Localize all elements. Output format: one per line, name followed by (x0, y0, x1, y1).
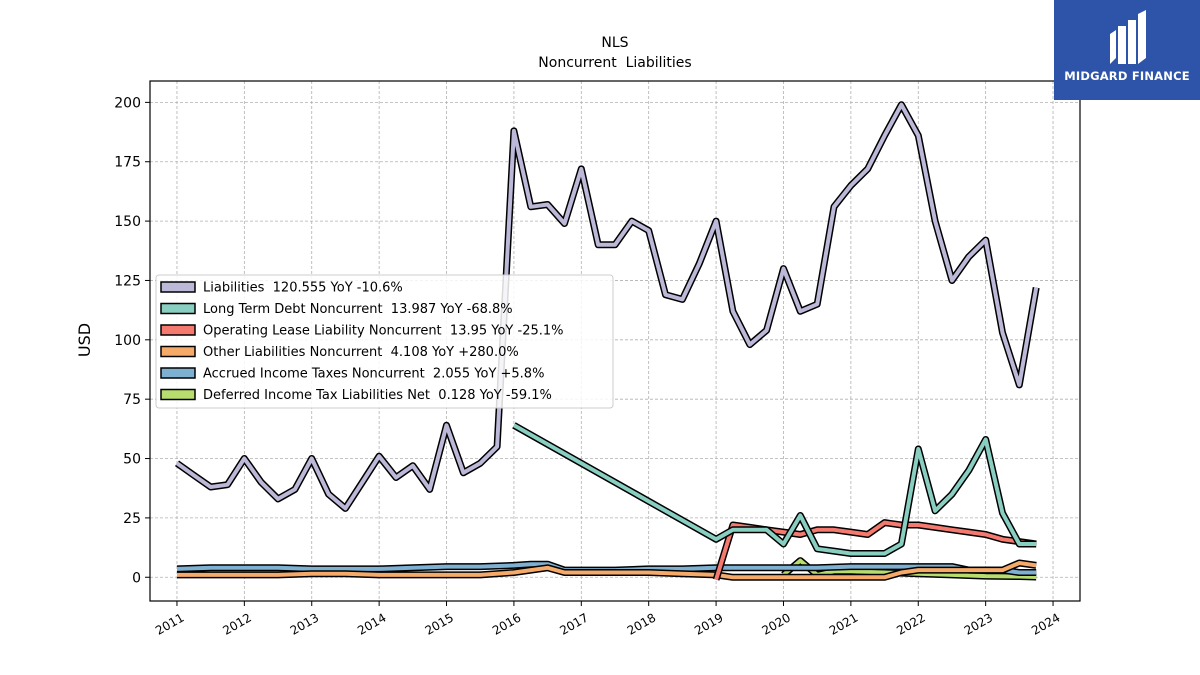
legend-swatch (160, 324, 196, 336)
x-tick-label: 2021 (827, 610, 860, 637)
x-tick-label: 2015 (423, 610, 456, 637)
x-tick-label: 2018 (625, 610, 658, 637)
x-tick-label: 2024 (1029, 610, 1062, 637)
y-axis-label: USD (75, 323, 94, 357)
x-tick-label: 2022 (894, 610, 927, 637)
legend-label: Long Term Debt Noncurrent 13.987 YoY -68… (203, 302, 513, 317)
legend-box (155, 274, 614, 409)
legend-swatch (160, 367, 196, 379)
plot-frame (149, 80, 1081, 602)
series-line-long-term-debt-noncurrent (512, 423, 1037, 556)
legend-label: Other Liabilities Noncurrent 4.108 YoY +… (203, 345, 519, 360)
y-tick-label: 125 (114, 273, 141, 289)
x-tick-label: 2014 (355, 610, 388, 637)
y-tick-label: 200 (114, 95, 141, 111)
logo-mark-icon (1110, 10, 1146, 64)
x-tick-label: 2020 (760, 610, 793, 637)
chart-title: NLS (601, 35, 628, 51)
legend-label: Liabilities 120.555 YoY -10.6% (203, 281, 403, 296)
legend-label: Operating Lease Liability Noncurrent 13.… (203, 324, 564, 339)
x-tick-label: 2011 (153, 610, 186, 637)
chart-subtitle: Noncurrent Liabilities (538, 55, 691, 71)
logo-text: MIDGARD FINANCE (1064, 69, 1190, 83)
series-lines (174, 101, 1040, 581)
series-line-other-liabilities-noncurrent (177, 561, 1037, 580)
x-tick-label: 2016 (490, 610, 523, 637)
legend-swatch (160, 345, 196, 358)
y-tick-label: 150 (114, 214, 141, 230)
series-line-liabilities (175, 102, 1039, 511)
legend: Liabilities 120.555 YoY -10.6% Long Term … (155, 274, 614, 409)
legend-swatch (160, 388, 196, 401)
x-tick-label: 2012 (220, 610, 253, 637)
x-tick-label: 2017 (557, 610, 590, 637)
y-tick-label: 175 (114, 155, 141, 171)
y-tick-label: 25 (123, 511, 141, 527)
brand-logo: MIDGARD FINANCE (1054, 0, 1200, 100)
x-tick-label: 2019 (692, 610, 725, 637)
legend-label: Accrued Income Taxes Noncurrent 2.055 Yo… (203, 367, 544, 382)
x-tick-label: 2013 (288, 610, 321, 637)
legend-label: Deferred Income Tax Liabilities Net 0.12… (203, 388, 552, 403)
x-tick-label: 2023 (962, 610, 995, 637)
y-tick-label: 50 (123, 452, 141, 468)
y-tick-label: 75 (123, 392, 141, 408)
y-tick-label: 0 (132, 570, 141, 586)
legend-swatch (160, 281, 196, 293)
legend-swatch (160, 302, 196, 315)
series-outline-long-term-debt-noncurrent (512, 422, 1037, 557)
y-tick-label: 100 (114, 333, 141, 349)
